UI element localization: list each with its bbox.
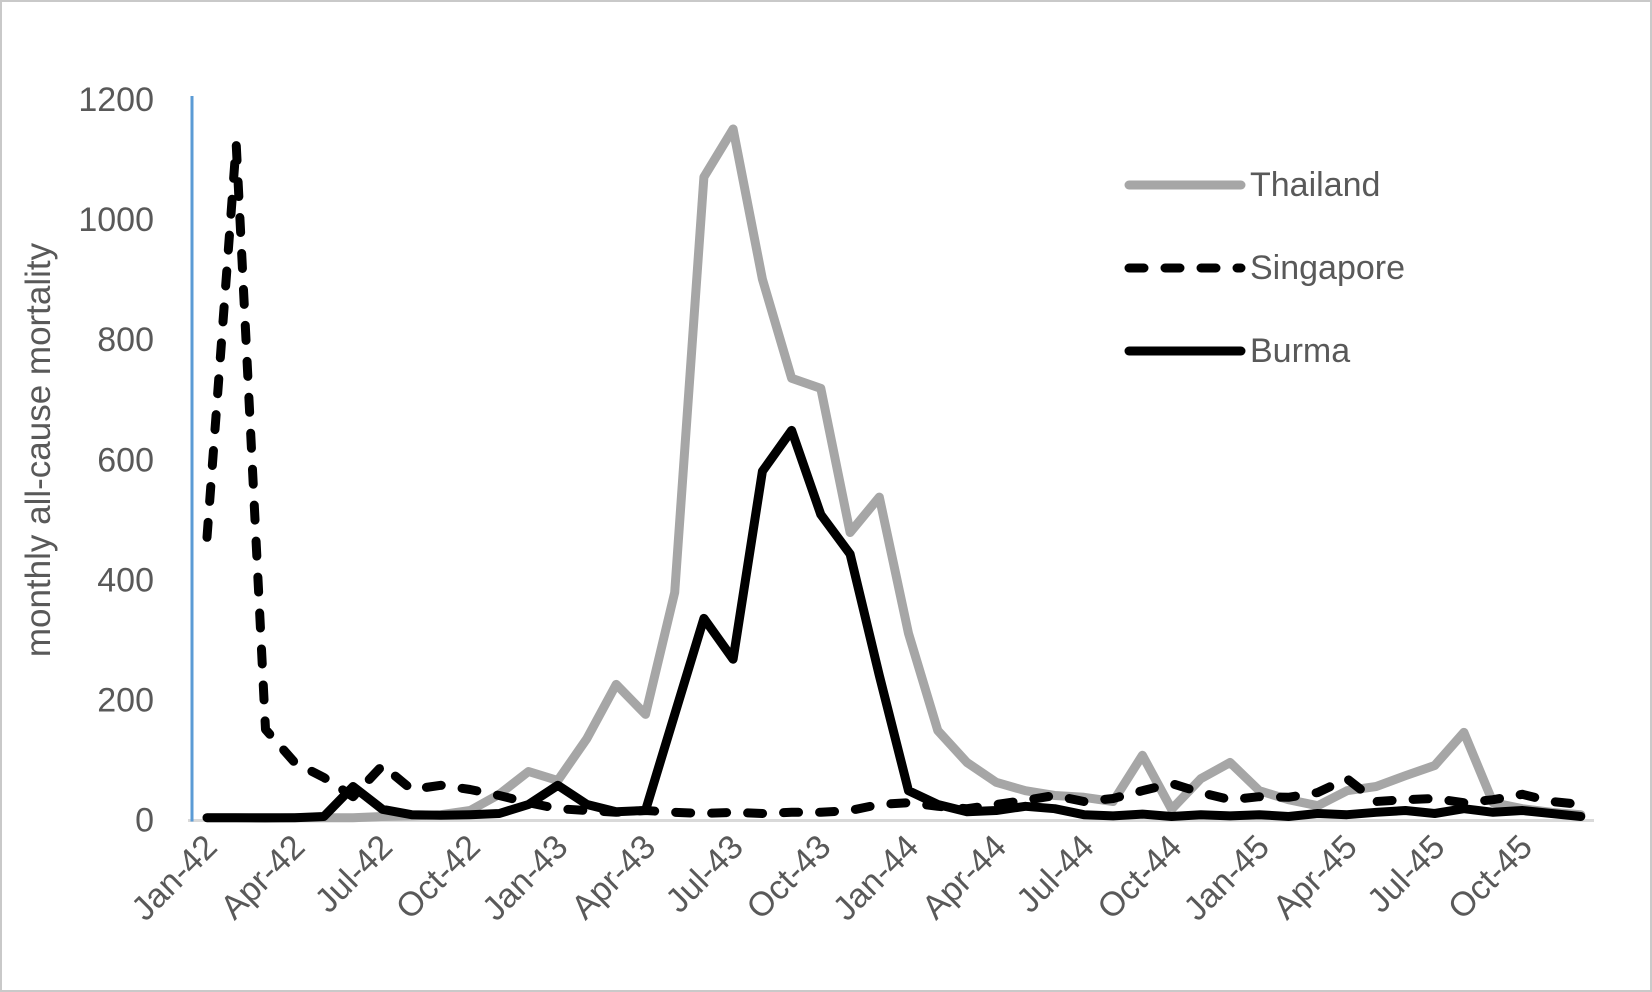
x-tick-label: Jan-45 — [1177, 828, 1277, 928]
x-tick-label: Jul-44 — [1009, 828, 1101, 920]
y-axis-title: monthly all-cause mortality — [19, 242, 58, 658]
x-tick-label: Oct-45 — [1441, 828, 1540, 927]
x-tick-label: Jul-43 — [658, 828, 750, 920]
y-tick-label: 200 — [97, 681, 154, 719]
y-tick-label: 1000 — [78, 201, 154, 239]
x-tick-label: Jan-43 — [475, 828, 575, 928]
legend-item-burma: Burma — [1124, 330, 1405, 372]
x-tick-label: Jan-44 — [826, 828, 926, 928]
legend-line-sample-thailand — [1124, 180, 1246, 190]
legend-label-singapore: Singapore — [1250, 248, 1406, 287]
x-tick-label: Oct-44 — [1090, 828, 1189, 927]
y-tick-label: 800 — [97, 321, 154, 359]
legend-item-singapore: Singapore — [1124, 247, 1405, 289]
x-tick-label: Jul-42 — [308, 828, 400, 920]
x-tick-label: Oct-42 — [389, 828, 488, 927]
series-line-burma — [202, 425, 1586, 823]
x-tick-label: Jan-42 — [124, 828, 224, 928]
legend-line-sample-singapore — [1124, 263, 1246, 273]
y-tick-label: 0 — [135, 802, 154, 840]
legend-label-burma: Burma — [1250, 331, 1351, 370]
y-tick-label: 1200 — [78, 81, 154, 119]
series-line-singapore — [202, 139, 1586, 818]
y-tick-label: 400 — [97, 561, 154, 599]
x-tick-label: Apr-42 — [213, 828, 312, 927]
legend-line-sample-burma — [1124, 346, 1246, 356]
x-tick-label: Jul-45 — [1360, 828, 1452, 920]
x-tick-label: Apr-43 — [564, 828, 663, 927]
x-tick-label: Oct-43 — [739, 828, 838, 927]
legend: Thailand Singapore Burma — [1124, 164, 1405, 413]
x-tick-label: Apr-45 — [1266, 828, 1365, 927]
x-tick-label: Apr-44 — [915, 828, 1014, 927]
y-tick-label: 600 — [97, 441, 154, 479]
legend-label-thailand: Thailand — [1250, 165, 1381, 204]
legend-item-thailand: Thailand — [1124, 164, 1405, 206]
